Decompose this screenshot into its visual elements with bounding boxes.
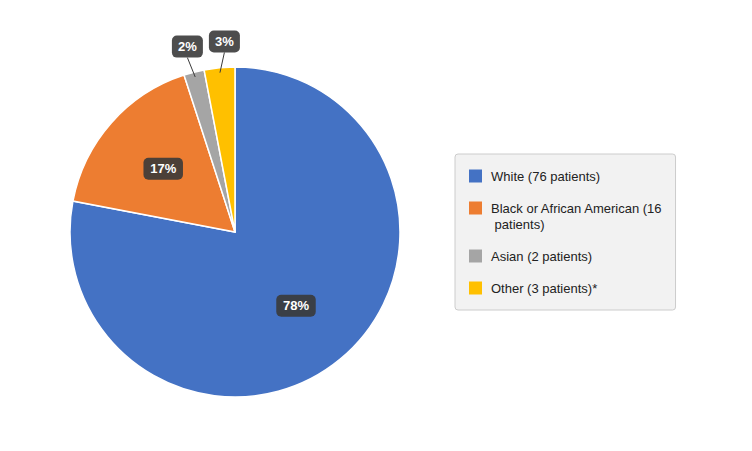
legend-label: White (76 patients) — [491, 169, 600, 184]
data-labels: 78% 17% 2% 3% — [143, 30, 315, 316]
pie — [70, 67, 400, 397]
pie-slice — [204, 67, 235, 232]
legend-swatch — [469, 282, 482, 295]
legend-label: Black or African American (16 patients) — [491, 201, 662, 232]
legend-swatch — [469, 202, 482, 215]
legend: White (76 patients) Black or African Amer… — [455, 154, 676, 310]
data-label: 17% — [150, 161, 176, 176]
data-label: 3% — [215, 34, 234, 49]
legend-swatch — [469, 250, 482, 263]
chart-container: 78% 17% 2% 3% White (76 patients) Black or Af… — [0, 0, 752, 451]
data-label-box — [172, 36, 203, 58]
data-label-box — [143, 158, 183, 180]
data-label-box — [276, 295, 316, 317]
legend-label: Other (3 patients)* — [491, 281, 597, 296]
leader-line — [187, 58, 195, 77]
data-label: 78% — [283, 298, 309, 313]
chart: 78% 17% 2% 3% White (76 patients) Black or Af… — [0, 0, 752, 451]
pie-slice — [70, 67, 400, 397]
data-label-box — [209, 30, 240, 52]
legend-swatch — [469, 170, 482, 183]
legend-frame — [455, 154, 676, 310]
legend-label: Asian (2 patients) — [491, 249, 592, 264]
data-label: 2% — [178, 39, 197, 54]
leader-line — [220, 52, 224, 72]
